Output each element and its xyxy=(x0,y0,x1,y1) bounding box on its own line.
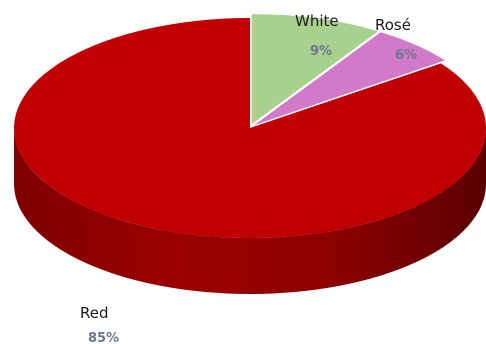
pie-slice-red xyxy=(13,18,486,238)
pie-slice-rose xyxy=(254,32,446,126)
value-label-rose: 6% xyxy=(395,48,417,63)
value-label-white: 9% xyxy=(310,44,332,59)
pie-side-red xyxy=(14,128,486,294)
category-label-rose: Rosé xyxy=(375,16,411,34)
pie-slice-white xyxy=(251,14,379,125)
value-label-red: 85% xyxy=(88,331,119,344)
category-label-red: Red xyxy=(80,304,109,322)
category-label-white: White xyxy=(295,12,339,30)
